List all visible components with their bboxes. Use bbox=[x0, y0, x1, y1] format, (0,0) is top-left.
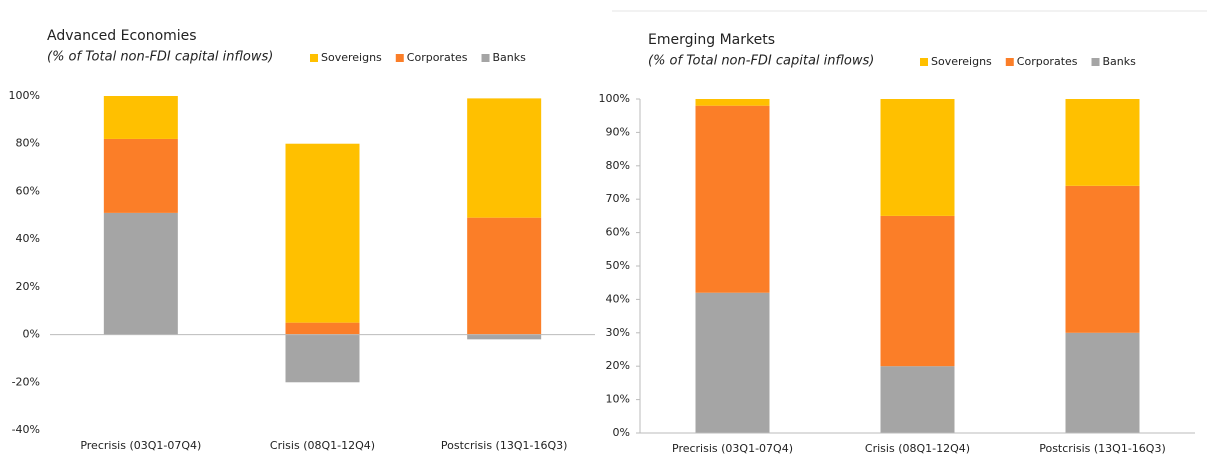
y-tick-label: 80% bbox=[16, 137, 40, 150]
y-tick-label: -40% bbox=[12, 423, 40, 436]
bar-segment bbox=[695, 99, 770, 106]
y-tick-label: -20% bbox=[12, 375, 40, 388]
y-tick-label: 100% bbox=[599, 92, 630, 105]
legend-label: Sovereigns bbox=[321, 51, 382, 64]
bar-segment bbox=[103, 212, 178, 335]
bar-segment bbox=[1065, 332, 1140, 433]
y-tick-label: 30% bbox=[606, 326, 630, 339]
bar-segment bbox=[103, 96, 178, 139]
y-tick-label: 0% bbox=[23, 328, 40, 341]
y-tick-label: 40% bbox=[16, 232, 40, 245]
bar-segment bbox=[1065, 99, 1140, 186]
y-tick-label: 90% bbox=[606, 125, 630, 138]
legend-swatch bbox=[481, 54, 490, 62]
bar-segment bbox=[695, 292, 770, 433]
bar-segment bbox=[467, 98, 542, 218]
legend-label: Sovereigns bbox=[931, 55, 992, 68]
bar-segment bbox=[103, 138, 178, 213]
bar-segment bbox=[880, 366, 955, 433]
bar-segment bbox=[285, 334, 360, 383]
legend-swatch bbox=[920, 58, 928, 66]
y-tick-label: 10% bbox=[606, 393, 630, 406]
x-tick-label: Precrisis (03Q1-07Q4) bbox=[80, 439, 201, 452]
bar-segment bbox=[1065, 185, 1140, 333]
chart-subtitle: (% of Total non-FDI capital inflows) bbox=[648, 54, 874, 69]
y-tick-label: 60% bbox=[16, 184, 40, 197]
bar-segment bbox=[880, 215, 955, 367]
legend-swatch bbox=[310, 54, 318, 62]
legend-swatch bbox=[1091, 58, 1100, 66]
y-tick-label: 0% bbox=[613, 426, 630, 439]
y-tick-label: 60% bbox=[606, 226, 630, 239]
chart-subtitle: (% of Total non-FDI capital inflows) bbox=[47, 50, 273, 65]
y-tick-label: 20% bbox=[606, 359, 630, 372]
y-tick-label: 50% bbox=[606, 259, 630, 272]
bar-segment bbox=[467, 334, 542, 340]
x-tick-label: Crisis (08Q1-12Q4) bbox=[865, 442, 970, 455]
x-tick-label: Postcrisis (13Q1-16Q3) bbox=[441, 439, 568, 452]
legend-label: Corporates bbox=[1017, 55, 1078, 68]
legend-label: Banks bbox=[1103, 55, 1137, 68]
bar-segment bbox=[695, 105, 770, 293]
y-tick-label: 100% bbox=[9, 89, 40, 102]
legend-label: Banks bbox=[493, 51, 527, 64]
bar-segment bbox=[285, 322, 360, 335]
y-tick-label: 70% bbox=[606, 192, 630, 205]
x-tick-label: Precrisis (03Q1-07Q4) bbox=[672, 442, 793, 455]
chart-title: Emerging Markets bbox=[648, 32, 775, 48]
y-tick-label: 80% bbox=[606, 159, 630, 172]
x-tick-label: Postcrisis (13Q1-16Q3) bbox=[1039, 442, 1166, 455]
x-tick-label: Crisis (08Q1-12Q4) bbox=[270, 439, 375, 452]
y-tick-label: 40% bbox=[606, 292, 630, 305]
bar-segment bbox=[285, 143, 360, 323]
legend-swatch bbox=[395, 54, 404, 62]
chart-title: Advanced Economies bbox=[47, 28, 197, 44]
bar-segment bbox=[880, 99, 955, 216]
y-tick-label: 20% bbox=[16, 280, 40, 293]
legend-swatch bbox=[1005, 58, 1014, 66]
legend-label: Corporates bbox=[407, 51, 468, 64]
bar-segment bbox=[467, 217, 542, 335]
